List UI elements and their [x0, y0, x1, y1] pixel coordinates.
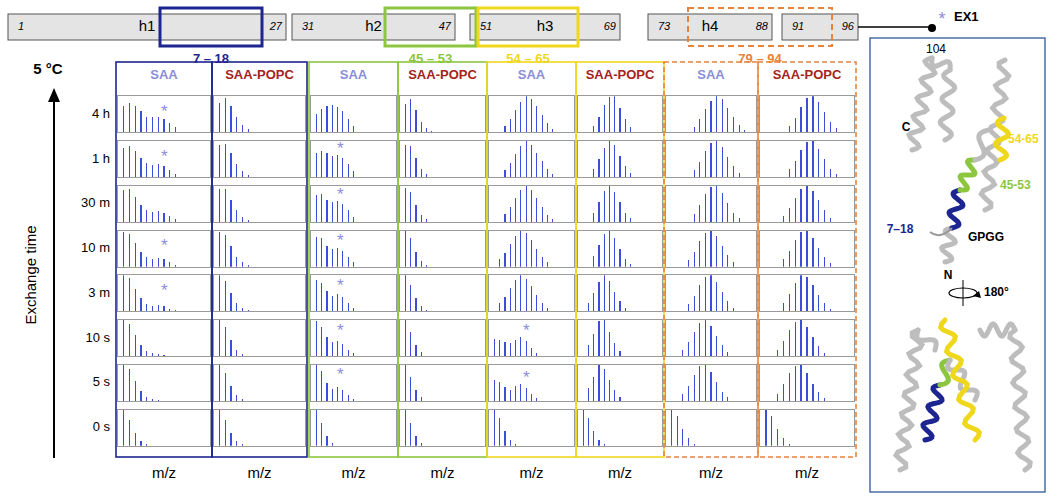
svg-text:1 h: 1 h	[92, 151, 110, 166]
svg-text:h4: h4	[702, 17, 719, 34]
svg-text:104: 104	[926, 42, 946, 56]
svg-text:*: *	[337, 321, 344, 340]
svg-text:4 h: 4 h	[92, 106, 110, 121]
svg-text:EX1: EX1	[954, 9, 979, 24]
svg-text:*: *	[337, 365, 344, 384]
svg-text:69: 69	[604, 20, 616, 32]
svg-text:1: 1	[18, 20, 24, 32]
svg-text:30 m: 30 m	[81, 195, 110, 210]
svg-text:0 s: 0 s	[93, 419, 111, 434]
svg-text:73: 73	[658, 20, 671, 32]
svg-text:3 m: 3 m	[88, 285, 110, 300]
svg-text:*: *	[161, 236, 168, 255]
svg-text:45-53: 45-53	[1000, 178, 1031, 192]
svg-text:h1: h1	[139, 17, 156, 34]
svg-text:*: *	[337, 185, 344, 204]
svg-text:*: *	[523, 321, 530, 340]
svg-text:*: *	[161, 281, 168, 300]
svg-text:51: 51	[480, 20, 492, 32]
svg-text:*: *	[161, 147, 168, 166]
svg-text:180°: 180°	[984, 285, 1009, 299]
svg-text:*: *	[337, 231, 344, 250]
svg-text:SAA-POPC: SAA-POPC	[225, 67, 294, 82]
svg-text:5 °C: 5 °C	[33, 60, 63, 77]
svg-text:h3: h3	[537, 17, 554, 34]
svg-text:*: *	[161, 102, 168, 121]
svg-text:m/z: m/z	[247, 464, 271, 481]
svg-text:79 – 94: 79 – 94	[738, 51, 782, 66]
svg-text:54 – 65: 54 – 65	[506, 51, 549, 66]
svg-text:m/z: m/z	[795, 464, 819, 481]
svg-text:Exchange time: Exchange time	[22, 225, 39, 324]
svg-text:SAA-POPC: SAA-POPC	[586, 67, 655, 82]
svg-text:m/z: m/z	[152, 464, 176, 481]
svg-text:31: 31	[302, 20, 314, 32]
svg-text:*: *	[938, 9, 945, 29]
svg-text:m/z: m/z	[608, 464, 632, 481]
svg-text:m/z: m/z	[430, 464, 454, 481]
svg-text:SAA: SAA	[697, 67, 725, 82]
svg-text:C: C	[902, 120, 911, 134]
svg-text:N: N	[944, 268, 953, 282]
svg-text:7 – 18: 7 – 18	[193, 51, 229, 66]
svg-text:10 s: 10 s	[85, 330, 110, 345]
svg-text:5 s: 5 s	[93, 374, 111, 389]
svg-text:88: 88	[756, 20, 769, 32]
svg-text:*: *	[337, 139, 344, 158]
svg-text:45 – 53: 45 – 53	[409, 51, 452, 66]
svg-text:7–18: 7–18	[887, 222, 914, 236]
svg-text:m/z: m/z	[699, 464, 723, 481]
svg-text:h2: h2	[365, 17, 382, 34]
svg-text:SAA: SAA	[518, 67, 546, 82]
svg-text:SAA: SAA	[340, 67, 368, 82]
svg-text:47: 47	[439, 20, 452, 32]
svg-text:27: 27	[269, 20, 283, 32]
svg-text:m/z: m/z	[519, 464, 543, 481]
svg-text:96: 96	[842, 20, 855, 32]
svg-text:54-65: 54-65	[1008, 132, 1039, 146]
svg-text:91: 91	[792, 20, 804, 32]
svg-text:*: *	[523, 368, 530, 387]
svg-text:SAA-POPC: SAA-POPC	[773, 67, 842, 82]
svg-text:GPGG: GPGG	[968, 230, 1004, 244]
svg-text:10 m: 10 m	[81, 240, 110, 255]
svg-text:*: *	[337, 276, 344, 295]
svg-text:m/z: m/z	[341, 464, 365, 481]
svg-text:SAA: SAA	[150, 67, 178, 82]
svg-text:SAA-POPC: SAA-POPC	[408, 67, 477, 82]
